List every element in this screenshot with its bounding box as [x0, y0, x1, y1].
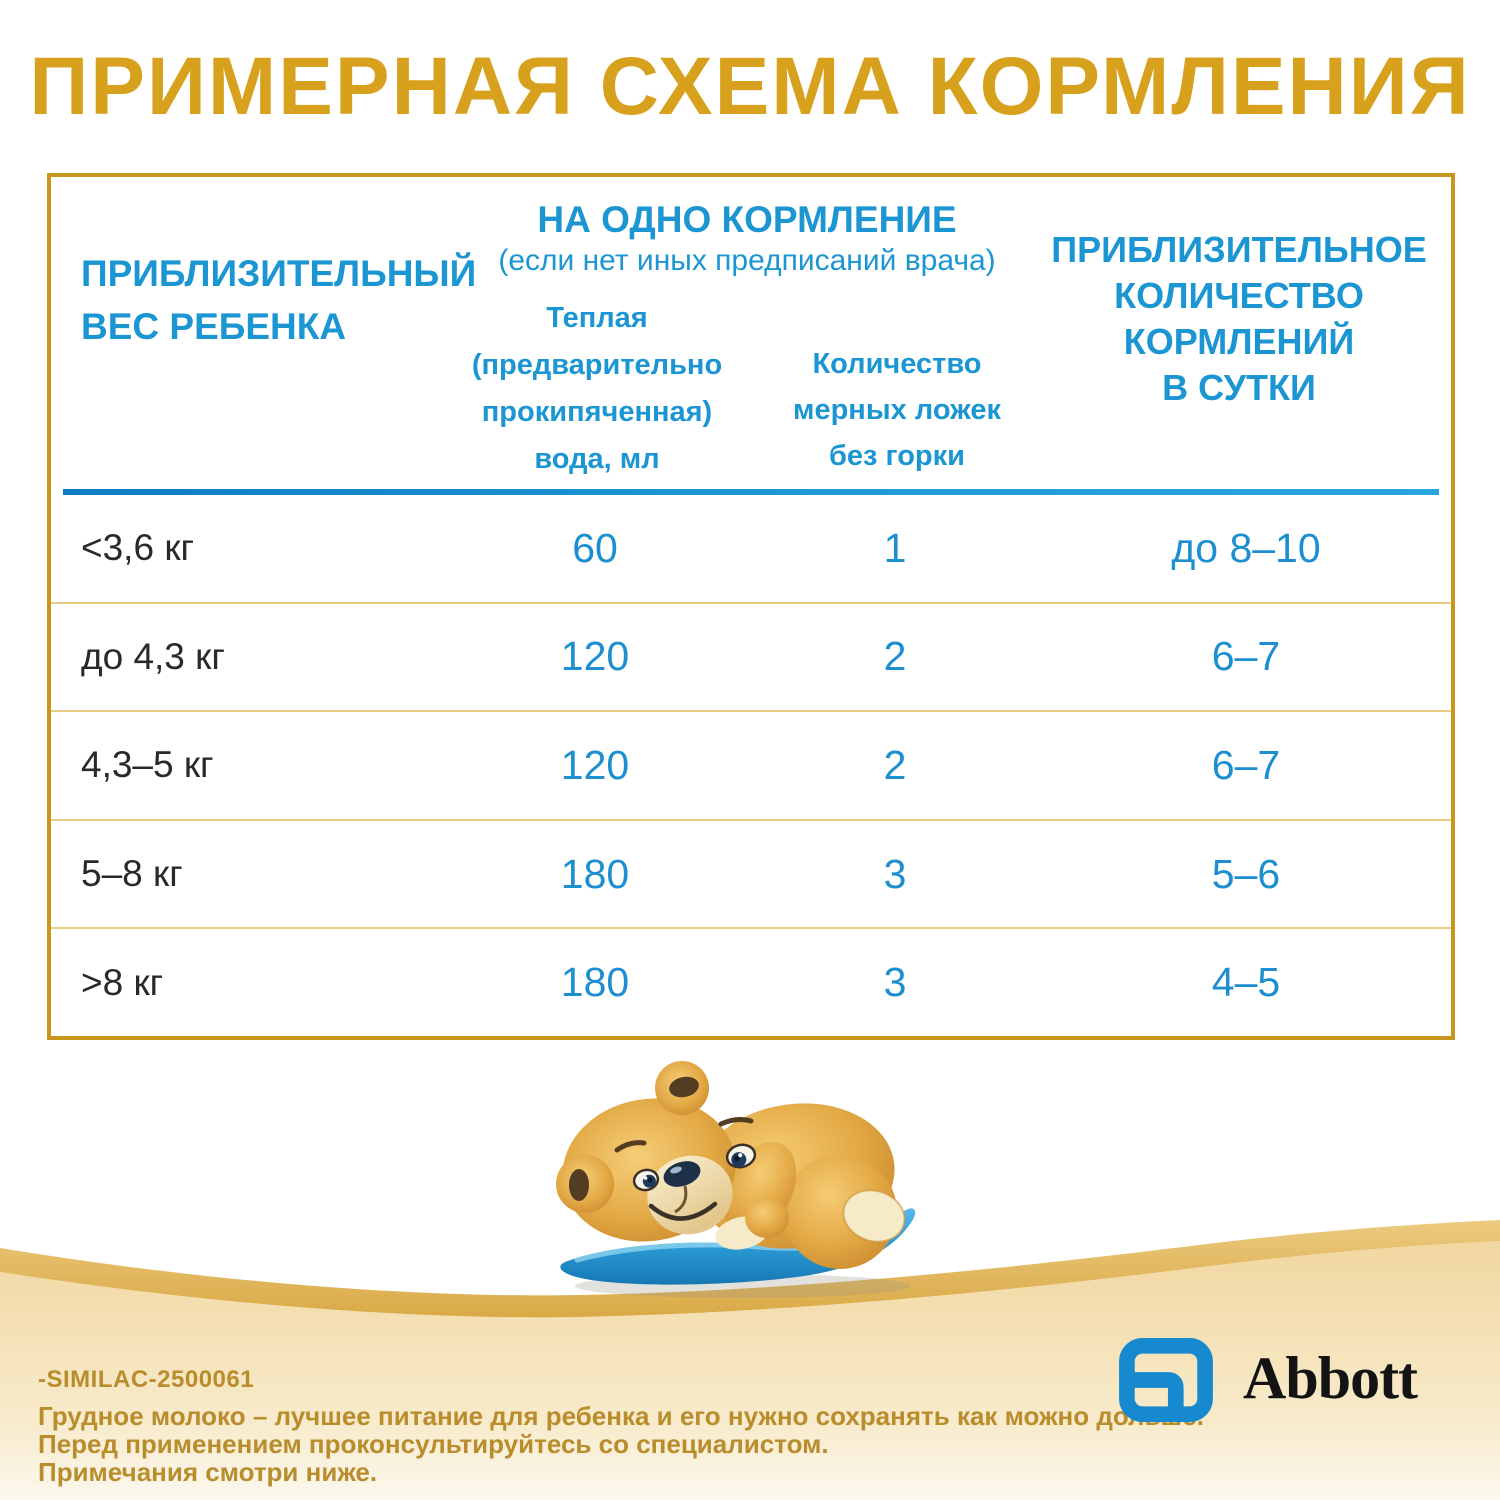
gold-wave-decoration [0, 1220, 1500, 1500]
header-feedings-per-day-label: ПРИБЛИЗИТЕЛЬНОЕ КОЛИЧЕСТВО КОРМЛЕНИЙ В С… [1037, 227, 1441, 411]
weight-cell: 5–8 кг [81, 853, 183, 895]
header-per-feeding: НА ОДНО КОРМЛЕНИЕ (если нет иных предпис… [445, 199, 1049, 279]
feedings-cell: 4–5 [1211, 959, 1281, 1006]
water-cell: 180 [560, 850, 630, 897]
bear-side-ear-inner [569, 1169, 589, 1201]
header-daily-line1: ПРИБЛИЗИТЕЛЬНОЕ [1051, 229, 1427, 270]
bear-left-eyebrow [614, 1140, 647, 1153]
header-spoons-line1: Количество [812, 348, 982, 380]
header-weight-label: ПРИБЛИЗИТЕЛЬНЫЙ ВЕС РЕБЕНКА [81, 247, 476, 353]
spoons-cell: 3 [883, 850, 907, 897]
header-water-label: Теплая (предварительно прокипяченная) во… [447, 295, 747, 483]
weight-cell: 4,3–5 кг [81, 744, 214, 786]
bear-right-eyebrow [718, 1117, 754, 1127]
bear-left-eye [632, 1168, 660, 1192]
header-per-feeding-note: (если нет иных предписаний врача) [498, 244, 996, 277]
header-daily-line3: КОРМЛЕНИЙ [1123, 321, 1355, 362]
bear-nose [663, 1161, 701, 1187]
header-water-line3: прокипяченная) [481, 396, 713, 428]
disclaimer-line-3: Примечания смотри ниже. [38, 1457, 378, 1487]
disclaimer-line-1: Грудное молоко – лучшее питание для ребе… [38, 1401, 1204, 1431]
table-row: <3,6 кг 60 1 до 8–10 [51, 495, 1451, 602]
abbott-logo-text: Abbott [1243, 1345, 1418, 1411]
water-cell: 60 [572, 524, 618, 571]
header-spoons-line3: без горки [829, 440, 965, 472]
table-row: >8 кг 180 3 4–5 [51, 927, 1451, 1036]
header-daily-line4: В СУТКИ [1162, 367, 1316, 408]
bear-wrist [745, 1198, 789, 1238]
disclaimer-line-2: Перед применением проконсультируйтесь со… [38, 1429, 829, 1459]
table-body: <3,6 кг 60 1 до 8–10 до 4,3 кг 120 2 6–7… [51, 495, 1451, 1036]
feedings-cell: 6–7 [1211, 633, 1281, 680]
header-divider-rule [63, 489, 1439, 495]
header-daily-line2: КОЛИЧЕСТВО [1114, 275, 1364, 316]
header-per-feeding-label: НА ОДНО КОРМЛЕНИЕ [537, 199, 957, 240]
table-row: до 4,3 кг 120 2 6–7 [51, 601, 1451, 711]
header-weight-line2: ВЕС РЕБЕНКА [81, 306, 347, 347]
bear-smile [648, 1201, 718, 1221]
water-cell: 120 [560, 741, 630, 788]
page-title: ПРИМЕРНАЯ СХЕМА КОРМЛЕНИЯ [29, 41, 1471, 132]
teddy-bear-icon [556, 1061, 916, 1298]
feedings-cell: 5–6 [1211, 850, 1281, 897]
water-cell: 120 [560, 633, 630, 680]
header-spoons-line2: мерных ложек [793, 394, 1001, 426]
weight-cell: >8 кг [81, 961, 164, 1003]
header-water-line2: (предварительно [471, 349, 723, 381]
spoons-cell: 2 [883, 633, 907, 680]
feedings-cell: до 8–10 [1171, 524, 1321, 571]
bear-philtrum [674, 1185, 688, 1214]
bear-rear-foot [842, 1189, 906, 1243]
bear-right-eye [725, 1143, 757, 1169]
water-cell: 180 [560, 959, 630, 1006]
wave-fill [0, 1241, 1500, 1500]
wave-stripe [0, 1220, 1500, 1318]
feeding-table: ПРИБЛИЗИТЕЛЬНЫЙ ВЕС РЕБЕНКА НА ОДНО КОРМ… [47, 173, 1455, 1040]
spoons-cell: 2 [883, 741, 907, 788]
header-spoons-label: Количество мерных ложек без горки [747, 341, 1047, 479]
spoons-cell: 1 [883, 524, 907, 571]
bear-top-ear-inner [669, 1076, 699, 1098]
header-water-line1: Теплая [546, 302, 648, 334]
abbott-logo-icon [1119, 1337, 1213, 1423]
header-water-line4: вода, мл [534, 443, 660, 475]
weight-cell: <3,6 кг [81, 527, 195, 569]
table-row: 5–8 кг 180 3 5–6 [51, 818, 1451, 928]
disclaimer-text: Грудное молоко – лучшее питание для ребе… [38, 1402, 1204, 1486]
bear-nose-glint [670, 1166, 682, 1174]
product-code: -SIMILAC-2500061 [38, 1366, 255, 1393]
spoons-cell: 3 [883, 959, 907, 1006]
feedings-cell: 6–7 [1211, 741, 1281, 788]
header-weight-line1: ПРИБЛИЗИТЕЛЬНЫЙ [81, 253, 477, 294]
table-row: 4,3–5 кг 120 2 6–7 [51, 710, 1451, 819]
weight-cell: до 4,3 кг [81, 635, 225, 677]
